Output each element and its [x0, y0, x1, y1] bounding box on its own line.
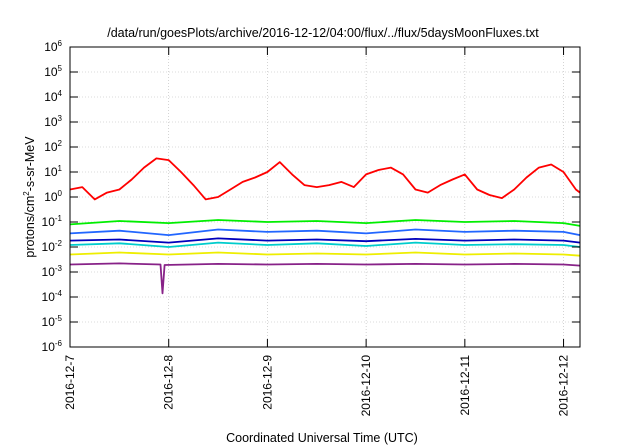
chart-title: /data/run/goesPlots/archive/2016-12-12/0… — [107, 26, 539, 40]
y-tick-base: 10 — [44, 190, 58, 204]
y-tick-exponent: 6 — [58, 39, 63, 48]
x-tick-label: 2016-12-10 — [359, 355, 373, 417]
x-tick-label: 2016-12-12 — [557, 355, 571, 417]
y-tick-base: 10 — [44, 90, 58, 104]
y-axis-title-sup: 2 — [22, 191, 31, 196]
x-tick-labels: 2016-12-7 2016-12-8 2016-12-9 2016-12-10 201… — [63, 355, 571, 417]
y-tick-base: 10 — [44, 165, 58, 179]
y-tick-exponent: -5 — [55, 314, 63, 323]
y-axis-title: protons/cm2-s-sr-MeV — [22, 136, 37, 258]
series-line — [69, 157, 581, 201]
y-tick-exponent: -3 — [55, 264, 63, 273]
x-tick-label: 2016-12-8 — [162, 355, 176, 410]
y-tick-base: 10 — [44, 40, 58, 54]
y-tick-label: 103 — [44, 114, 62, 129]
y-tick-label: 10-6 — [42, 339, 63, 354]
y-tick-label: 106 — [44, 39, 62, 54]
series-line — [69, 237, 581, 244]
y-tick-base: 10 — [42, 240, 56, 254]
y-tick-label: 105 — [44, 64, 62, 79]
y-axis-title-part2: -s-sr-MeV — [23, 136, 37, 192]
y-tick-base: 10 — [42, 290, 56, 304]
series-line — [69, 262, 581, 295]
y-tick-label: 101 — [44, 164, 62, 179]
y-tick-base: 10 — [44, 115, 58, 129]
y-tick-label: 100 — [44, 189, 62, 204]
y-tick-label: 10-4 — [42, 289, 63, 304]
x-tick-label: 2016-12-7 — [63, 355, 77, 410]
y-tick-base: 10 — [42, 340, 56, 354]
data-series — [69, 157, 581, 295]
y-tick-label: 104 — [44, 89, 62, 104]
y-tick-label: 10-5 — [42, 314, 63, 329]
series-line — [69, 251, 581, 257]
y-tick-exponent: 4 — [58, 89, 63, 98]
x-tick-label: 2016-12-9 — [260, 355, 274, 410]
y-tick-exponent: 3 — [58, 114, 63, 123]
y-tick-base: 10 — [42, 265, 56, 279]
x-axis-title: Coordinated Universal Time (UTC) — [226, 431, 418, 445]
y-tick-exponent: 5 — [58, 64, 63, 73]
x-tick-label: 2016-12-11 — [458, 355, 472, 416]
y-tick-labels: 10610510410310210110010-110-210-310-410-… — [42, 39, 63, 354]
axis-ticks — [69, 46, 580, 348]
y-tick-base: 10 — [44, 65, 58, 79]
y-tick-base: 10 — [42, 315, 56, 329]
y-axis-title-part1: protons/cm — [23, 196, 37, 258]
series-line — [69, 219, 581, 227]
y-tick-base: 10 — [44, 140, 58, 154]
y-tick-exponent: 1 — [58, 164, 63, 173]
y-tick-label: 10-1 — [42, 214, 63, 229]
y-tick-exponent: -4 — [55, 289, 63, 298]
y-tick-exponent: -1 — [55, 214, 63, 223]
y-tick-exponent: -2 — [55, 239, 63, 248]
y-tick-exponent: 0 — [58, 189, 63, 198]
y-tick-label: 102 — [44, 139, 62, 154]
series-line — [69, 228, 581, 236]
series-line — [69, 241, 581, 248]
y-tick-exponent: 2 — [58, 139, 63, 148]
y-tick-exponent: -6 — [55, 339, 63, 348]
y-tick-label: 10-2 — [42, 239, 63, 254]
y-tick-base: 10 — [42, 215, 56, 229]
y-tick-label: 10-3 — [42, 264, 63, 279]
